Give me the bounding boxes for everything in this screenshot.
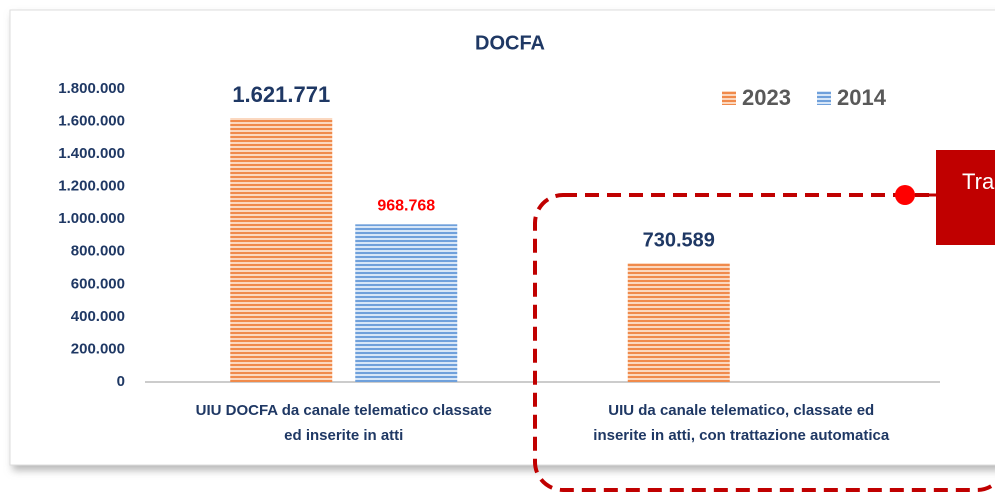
y-tick-label: 0: [117, 373, 125, 390]
data-label: 730.589: [643, 229, 715, 251]
connector-dot: [895, 185, 915, 205]
chart-frame: [9, 9, 995, 466]
legend-label: 2014: [837, 85, 887, 110]
bar: [627, 263, 730, 382]
x-tick-label: ed inserite in atti: [284, 427, 403, 444]
y-tick-label: 1.200.000: [58, 178, 125, 195]
bar: [355, 224, 458, 382]
x-tick-label: UIU da canale telematico, classate ed: [608, 402, 874, 419]
data-label: 968.768: [377, 198, 435, 215]
y-tick-label: 1.800.000: [58, 80, 125, 97]
data-label: 1.621.771: [232, 82, 330, 107]
y-tick-label: 800.000: [71, 243, 125, 260]
chart-title: DOCFA: [475, 32, 545, 54]
y-tick-label: 400.000: [71, 308, 125, 325]
legend-swatch: [722, 91, 736, 105]
y-tick-label: 200.000: [71, 340, 125, 357]
y-tick-label: 1.600.000: [58, 113, 125, 130]
highlight-box: [533, 193, 995, 492]
callout-text: Tra: [962, 169, 995, 194]
bar: [230, 118, 333, 382]
y-tick-label: 1.000.000: [58, 210, 125, 227]
y-tick-label: 600.000: [71, 275, 125, 292]
callout-box: [936, 150, 995, 245]
x-tick-label: UIU DOCFA da canale telematico classate: [196, 402, 492, 419]
legend-swatch: [817, 91, 831, 105]
x-tick-label: inserite in atti, con trattazione automa…: [593, 427, 890, 444]
y-tick-label: 1.400.000: [58, 145, 125, 162]
legend-label: 2023: [742, 85, 791, 110]
